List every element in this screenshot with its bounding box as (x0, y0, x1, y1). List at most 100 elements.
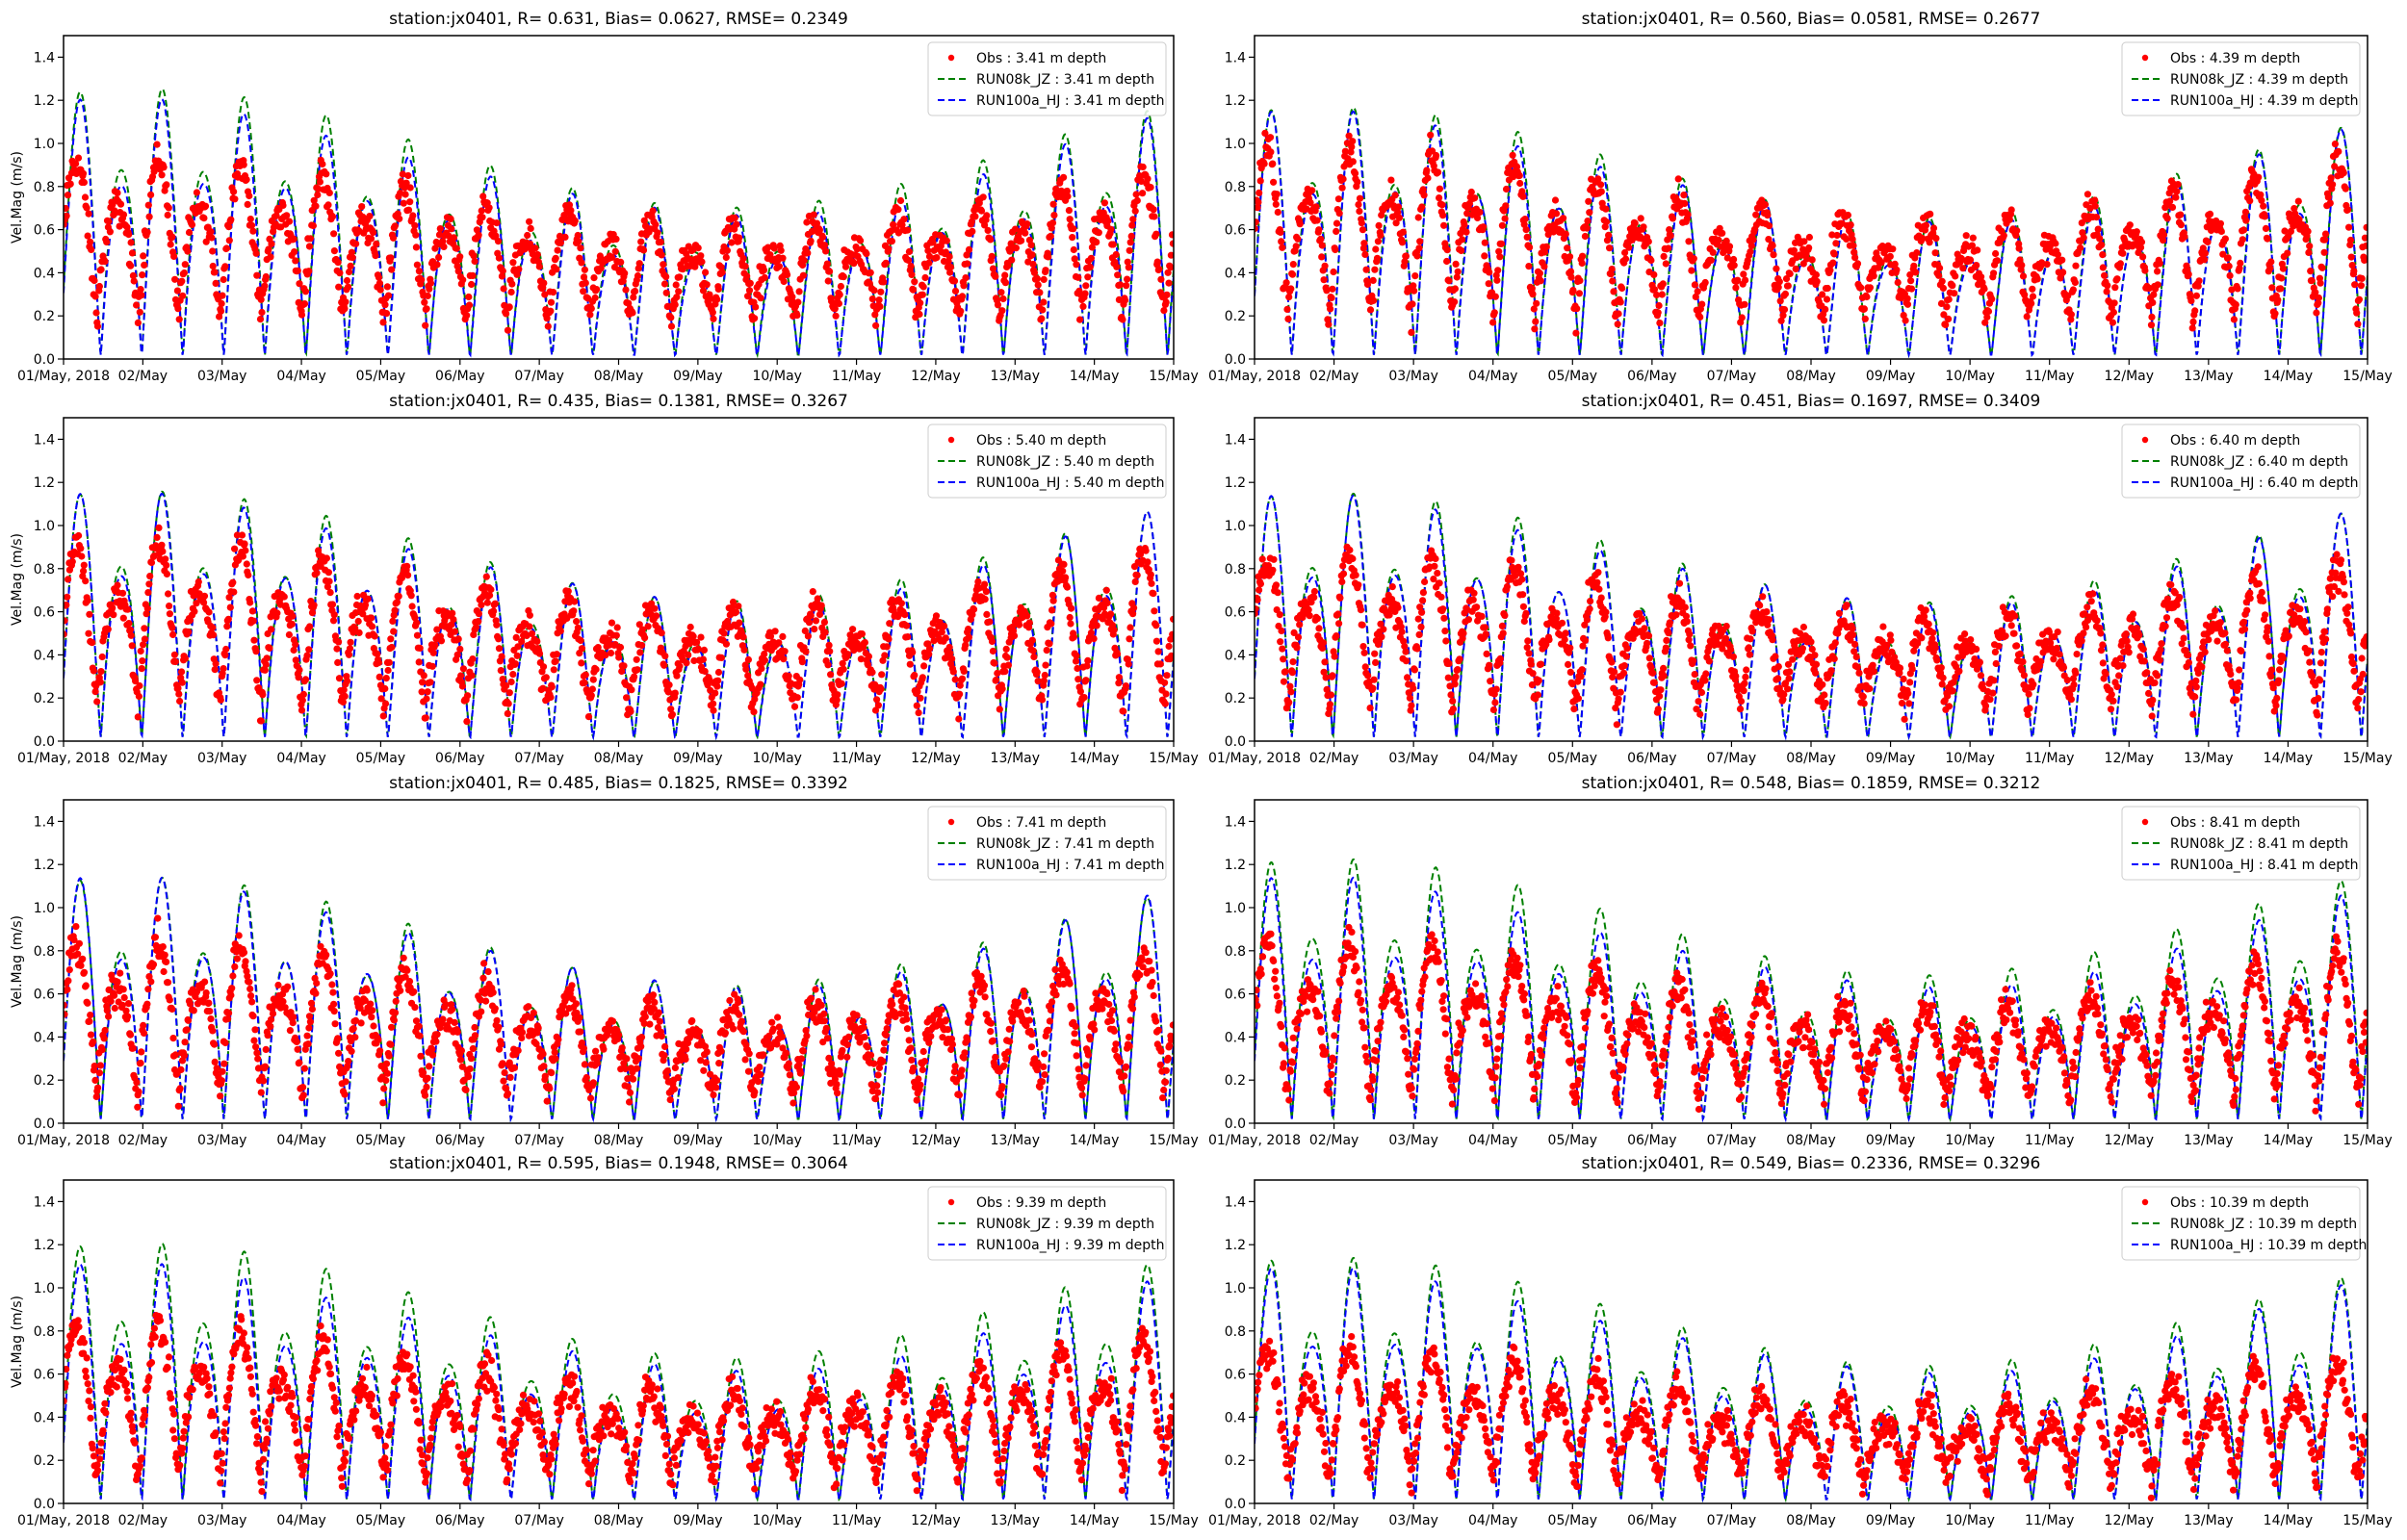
obs-point (746, 279, 754, 287)
obs-point (1784, 685, 1792, 693)
obs-point (540, 279, 548, 287)
obs-point (1310, 587, 1318, 596)
obs-point (1331, 653, 1338, 660)
obs-point (459, 665, 467, 673)
obs-point (766, 632, 775, 640)
obs-point (2147, 321, 2156, 329)
obs-point (241, 540, 248, 548)
obs-point (2347, 253, 2355, 261)
obs-point (1594, 569, 1602, 577)
obs-point (145, 580, 153, 588)
obs-point (259, 691, 267, 699)
obs-point (78, 552, 86, 560)
obs-point (224, 615, 232, 623)
obs-point (1992, 659, 2000, 668)
obs-point (2315, 299, 2322, 307)
obs-point (1945, 703, 1953, 710)
obs-point (694, 244, 702, 252)
obs-point (1306, 612, 1313, 620)
obs-point (103, 238, 111, 246)
obs-point (233, 531, 241, 539)
obs-point (535, 263, 543, 270)
obs-point (710, 700, 717, 707)
obs-point (1811, 652, 1819, 659)
obs-point (1939, 674, 1947, 681)
legend-label: RUN08k_JZ : 5.40 m depth (976, 454, 1154, 470)
obs-point (249, 617, 257, 625)
obs-point (635, 621, 643, 629)
obs-point (66, 180, 74, 188)
x-tick-label: 13/May (991, 751, 1040, 766)
obs-point (1932, 235, 1940, 243)
obs-point (1313, 217, 1321, 224)
obs-point (1567, 273, 1575, 281)
obs-point (815, 226, 824, 234)
obs-point (1377, 620, 1385, 628)
obs-point (2206, 210, 2214, 218)
obs-point (1776, 297, 1784, 305)
obs-point (617, 258, 625, 266)
obs-point (285, 218, 294, 225)
obs-point (1820, 317, 1828, 324)
obs-point (1812, 660, 1821, 668)
obs-point (2011, 612, 2019, 620)
obs-point (1318, 253, 1326, 261)
obs-point (636, 649, 644, 656)
obs-point (1637, 215, 1644, 222)
obs-point (1274, 589, 1281, 597)
obs-point (840, 665, 847, 673)
obs-point (1660, 672, 1668, 680)
obs-point (1851, 648, 1858, 655)
obs-point (217, 307, 225, 315)
obs-point (64, 593, 71, 601)
obs-point (982, 588, 990, 596)
obs-point (387, 254, 395, 262)
obs-point (126, 626, 134, 633)
obs-point (837, 282, 845, 291)
y-axis-label: Vel.Mag (m/s) (10, 533, 25, 626)
obs-point (353, 592, 361, 601)
obs-point (424, 688, 431, 696)
obs-point (511, 660, 519, 668)
obs-point (1640, 223, 1647, 231)
obs-point (736, 619, 743, 627)
obs-point (658, 251, 665, 259)
obs-point (1931, 644, 1939, 652)
obs-point (429, 649, 437, 656)
obs-point (1040, 275, 1048, 283)
obs-point (1321, 262, 1329, 270)
obs-point (231, 545, 239, 552)
obs-point (1087, 629, 1095, 637)
obs-point (2346, 236, 2355, 244)
obs-point (1480, 223, 1488, 231)
obs-point (1439, 605, 1447, 613)
obs-point (492, 232, 500, 240)
obs-point (465, 293, 473, 301)
obs-point (903, 622, 911, 629)
obs-point (1137, 177, 1145, 185)
obs-point (1849, 235, 1856, 244)
obs-point (1047, 232, 1054, 240)
obs-point (2181, 233, 2188, 241)
obs-point (393, 599, 401, 606)
obs-point (739, 633, 747, 641)
obs-point (823, 260, 831, 268)
obs-point (1025, 619, 1033, 627)
obs-point (552, 254, 559, 262)
obs-point (1028, 251, 1036, 259)
obs-point (1366, 705, 1374, 712)
obs-point (1408, 702, 1415, 709)
obs-point (1151, 607, 1158, 615)
obs-point (1169, 240, 1174, 247)
obs-point (223, 623, 231, 630)
obs-point (1678, 599, 1686, 606)
obs-point (945, 643, 953, 652)
obs-point (1347, 148, 1355, 156)
obs-point (1059, 567, 1067, 575)
obs-point (1952, 674, 1959, 681)
obs-point (1124, 258, 1131, 266)
obs-point (1707, 256, 1715, 264)
obs-point (256, 316, 265, 323)
obs-point (1644, 238, 1652, 245)
obs-point (140, 641, 147, 649)
